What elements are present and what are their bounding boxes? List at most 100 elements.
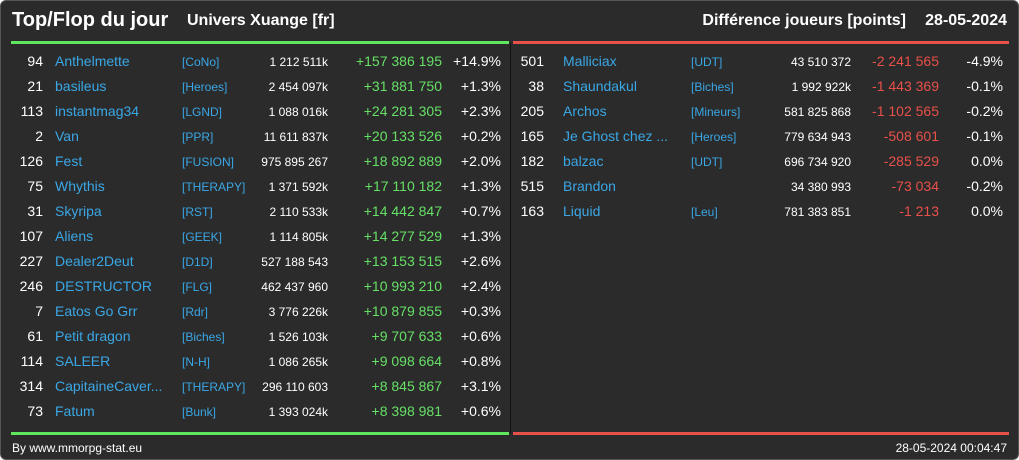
percent-change: +1.3%: [460, 78, 501, 94]
alliance-tag-link[interactable]: [THERAPY]: [182, 180, 246, 194]
percent-change: +1.3%: [460, 228, 501, 244]
player-rank: 126: [19, 153, 43, 169]
player-rank: 163: [520, 203, 544, 219]
player-rank: 38: [528, 78, 544, 94]
percent-change: +2.0%: [460, 153, 501, 169]
points-difference: +8 845 867: [371, 378, 442, 394]
points-difference: +31 881 750: [363, 78, 442, 94]
player-points: 1 114 805k: [269, 230, 329, 244]
player-name-link[interactable]: basileus: [55, 78, 107, 94]
percent-change: +0.7%: [460, 203, 501, 219]
flop-row: 38 Shaundakul [Biches] 1 992 922k -1 443 369…: [513, 74, 1009, 99]
alliance-tag-link[interactable]: [Biches]: [182, 330, 225, 344]
alliance-tag-link[interactable]: [Bunk]: [182, 405, 217, 419]
player-points: 296 110 603: [262, 380, 328, 394]
top-panel: 94 Anthelmette [CoNo] 1 212 511k +157 386 19…: [11, 41, 509, 435]
player-rank: 31: [27, 203, 43, 219]
alliance-tag-link[interactable]: [LGND]: [182, 105, 223, 119]
points-difference: +8 398 981: [371, 403, 442, 419]
alliance-tag-link[interactable]: [Mineurs]: [691, 105, 741, 119]
player-name-link[interactable]: Aliens: [55, 228, 94, 244]
percent-change: +14.9%: [453, 53, 501, 69]
universe-label: Univers Xuange [fr]: [187, 12, 335, 29]
percent-change: +0.8%: [460, 353, 501, 369]
points-difference: -508 601: [883, 128, 939, 144]
player-points: 2 454 097k: [268, 80, 328, 94]
alliance-tag-link[interactable]: [RST]: [182, 205, 213, 219]
metric-label: Différence joueurs [points]: [702, 12, 906, 29]
player-name-link[interactable]: balzac: [563, 153, 604, 169]
player-points: 527 188 543: [261, 255, 328, 269]
points-difference: +17 110 182: [364, 178, 442, 194]
alliance-tag-link[interactable]: [CoNo]: [182, 55, 220, 69]
alliance-tag-link[interactable]: [Leu]: [691, 205, 718, 219]
player-name-link[interactable]: Fatum: [55, 403, 95, 419]
player-points: 462 437 960: [261, 280, 328, 294]
flop-row: 165 Je Ghost chez ... [Heroes] 779 634 943 -…: [513, 124, 1009, 149]
percent-change: +3.1%: [460, 378, 501, 394]
player-points: 2 110 533k: [269, 205, 329, 219]
player-points: 3 776 226k: [268, 305, 328, 319]
alliance-tag-link[interactable]: [THERAPY]: [182, 380, 246, 394]
top-row: 227 Dealer2Deut [D1D] 527 188 543 +13 153 51…: [11, 249, 509, 274]
player-name-link[interactable]: Je Ghost chez ...: [563, 128, 669, 144]
alliance-tag-link[interactable]: [D1D]: [182, 255, 213, 269]
alliance-tag-link[interactable]: [UDT]: [691, 55, 723, 69]
player-name-link[interactable]: Archos: [563, 103, 607, 119]
alliance-tag-link[interactable]: [FLG]: [182, 280, 213, 294]
header-date: 28-05-2024: [925, 12, 1007, 29]
percent-change: +0.2%: [460, 128, 501, 144]
points-difference: +10 993 210: [363, 278, 442, 294]
top-row: 126 Fest [FUSION] 975 895 267 +18 892 889 +2.…: [11, 149, 509, 174]
player-name-link[interactable]: Liquid: [563, 203, 601, 219]
player-rank: 515: [520, 178, 544, 194]
panel-divider: [510, 43, 511, 433]
player-points: 1 371 592k: [268, 180, 328, 194]
player-name-link[interactable]: Van: [55, 128, 79, 144]
player-name-link[interactable]: DESTRUCTOR: [55, 278, 152, 294]
percent-change: -0.1%: [966, 128, 1003, 144]
player-name-link[interactable]: Shaundakul: [563, 78, 637, 94]
player-name-link[interactable]: Dealer2Deut: [55, 253, 134, 269]
alliance-tag-link[interactable]: [N-H]: [182, 355, 210, 369]
alliance-tag-link[interactable]: [FUSION]: [182, 155, 235, 169]
player-name-link[interactable]: Whythis: [55, 178, 105, 194]
player-points: 11 611 837k: [263, 130, 328, 144]
alliance-tag-link[interactable]: [Heroes]: [182, 80, 228, 94]
player-name-link[interactable]: Petit dragon: [55, 328, 131, 344]
player-rank: 61: [27, 328, 43, 344]
top-row: 246 DESTRUCTOR [FLG] 462 437 960 +10 993 210…: [11, 274, 509, 299]
flop-row: 182 balzac [UDT] 696 734 920 -285 529 0.0%: [513, 149, 1009, 174]
alliance-tag-link[interactable]: [GEEK]: [182, 230, 223, 244]
flop-list: 501 Malliciax [UDT] 43 510 372 -2 241 565 -4.…: [513, 49, 1009, 224]
footer-credit: By www.mmorpg-stat.eu: [12, 441, 143, 455]
player-rank: 2: [35, 128, 43, 144]
alliance-tag-link[interactable]: [UDT]: [691, 155, 723, 169]
player-rank: 165: [520, 128, 544, 144]
player-points: 781 383 851: [784, 205, 851, 219]
flop-panel: 501 Malliciax [UDT] 43 510 372 -2 241 565 -4.…: [513, 41, 1009, 435]
points-difference: +20 133 526: [363, 128, 442, 144]
alliance-tag-link[interactable]: [Heroes]: [691, 130, 737, 144]
player-rank: 75: [27, 178, 43, 194]
player-name-link[interactable]: Skyripa: [55, 203, 102, 219]
percent-change: -0.1%: [966, 78, 1003, 94]
top-row: 94 Anthelmette [CoNo] 1 212 511k +157 386 19…: [11, 49, 509, 74]
player-name-link[interactable]: CapitaineCaver...: [55, 378, 163, 394]
player-name-link[interactable]: Brandon: [563, 178, 616, 194]
player-name-link[interactable]: Anthelmette: [55, 53, 130, 69]
player-name-link[interactable]: instantmag34: [55, 103, 140, 119]
alliance-tag-link[interactable]: [PPR]: [182, 130, 214, 144]
alliance-tag-link[interactable]: [Rdr]: [182, 305, 209, 319]
player-name-link[interactable]: Malliciax: [563, 53, 617, 69]
player-rank: 7: [35, 303, 43, 319]
player-rank: 114: [20, 353, 43, 369]
points-difference: -285 529: [883, 153, 939, 169]
points-difference: -2 241 565: [872, 53, 939, 69]
points-difference: +18 892 889: [363, 153, 442, 169]
alliance-tag-link[interactable]: [Biches]: [691, 80, 734, 94]
player-name-link[interactable]: SALEER: [55, 353, 111, 369]
player-name-link[interactable]: Eatos Go Grr: [55, 303, 138, 319]
player-name-link[interactable]: Fest: [55, 153, 83, 169]
